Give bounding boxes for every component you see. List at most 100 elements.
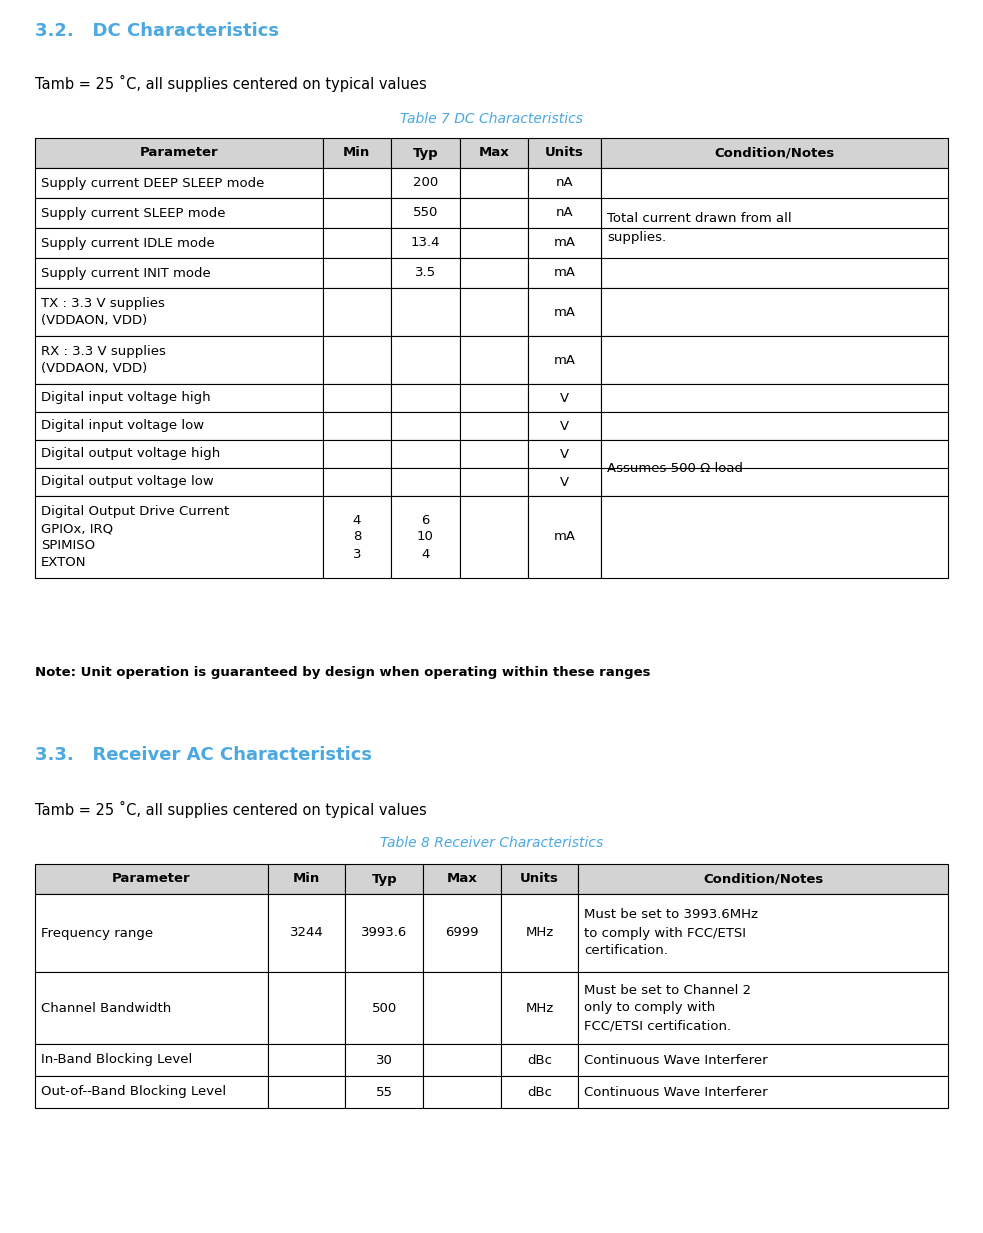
Bar [528, 469, 601, 496]
Bar [528, 337, 601, 383]
Bar [267, 1044, 345, 1076]
Bar [391, 383, 459, 412]
Text: mA: mA [553, 266, 575, 280]
Bar [35, 412, 322, 440]
Text: 6999: 6999 [445, 926, 479, 940]
Bar [601, 289, 948, 337]
Text: 30: 30 [376, 1053, 392, 1067]
Text: 3244: 3244 [290, 926, 323, 940]
Bar [391, 469, 459, 496]
Text: V: V [560, 419, 569, 433]
Text: Continuous Wave Interferer: Continuous Wave Interferer [584, 1053, 768, 1067]
Text: Out-of--Band Blocking Level: Out-of--Band Blocking Level [41, 1085, 226, 1099]
Text: 550: 550 [413, 206, 438, 219]
Bar [322, 383, 391, 412]
Text: Total current drawn from all
supplies.: Total current drawn from all supplies. [607, 212, 791, 243]
Text: Supply current IDLE mode: Supply current IDLE mode [41, 237, 214, 249]
Bar [528, 289, 601, 337]
Text: Typ: Typ [413, 147, 438, 159]
Bar [601, 496, 948, 578]
Bar [35, 972, 267, 1044]
Bar [391, 337, 459, 383]
Text: Parameter: Parameter [140, 147, 218, 159]
Bar [391, 289, 459, 337]
Text: Supply current SLEEP mode: Supply current SLEEP mode [41, 206, 225, 219]
Bar [322, 496, 391, 578]
Text: Assumes 500 Ω load: Assumes 500 Ω load [607, 461, 743, 475]
Text: Max: Max [446, 873, 477, 885]
Bar [391, 412, 459, 440]
Text: MHz: MHz [525, 1001, 553, 1015]
Bar [459, 412, 528, 440]
Bar [459, 199, 528, 228]
Bar [578, 1076, 948, 1108]
Bar [35, 440, 322, 469]
Bar [528, 258, 601, 289]
Bar [423, 1044, 500, 1076]
Bar [528, 199, 601, 228]
Bar [601, 440, 948, 496]
Text: Channel Bandwidth: Channel Bandwidth [41, 1001, 171, 1015]
Text: Digital Output Drive Current
GPIOx, IRQ
SPIMISO
EXTON: Digital Output Drive Current GPIOx, IRQ … [41, 506, 229, 568]
Bar [267, 1076, 345, 1108]
Text: Supply current DEEP SLEEP mode: Supply current DEEP SLEEP mode [41, 176, 264, 190]
Text: Digital output voltage low: Digital output voltage low [41, 476, 213, 488]
Text: Must be set to Channel 2
only to comply with
FCC/ETSI certification.: Must be set to Channel 2 only to comply … [584, 984, 751, 1032]
Bar [423, 894, 500, 972]
Bar [500, 1076, 578, 1108]
Text: dBc: dBc [527, 1085, 551, 1099]
Bar [578, 972, 948, 1044]
Bar [35, 168, 322, 199]
Text: 4
8
3: 4 8 3 [353, 513, 361, 561]
Text: mA: mA [553, 354, 575, 366]
Bar [35, 258, 322, 289]
Bar [35, 228, 322, 258]
Text: V: V [560, 476, 569, 488]
Bar [345, 864, 423, 894]
Bar [345, 972, 423, 1044]
Bar [322, 337, 391, 383]
Bar [601, 138, 948, 168]
Text: Digital input voltage high: Digital input voltage high [41, 392, 210, 404]
Text: Tamb = 25 ˚C, all supplies centered on typical values: Tamb = 25 ˚C, all supplies centered on t… [35, 801, 427, 817]
Bar [459, 469, 528, 496]
Text: Min: Min [343, 147, 371, 159]
Bar [35, 1076, 267, 1108]
Bar [35, 894, 267, 972]
Bar [267, 894, 345, 972]
Bar [459, 168, 528, 199]
Bar [322, 440, 391, 469]
Bar [601, 337, 948, 383]
Bar [423, 972, 500, 1044]
Bar [345, 894, 423, 972]
Bar [459, 228, 528, 258]
Bar [528, 383, 601, 412]
Bar [391, 138, 459, 168]
Bar [423, 1076, 500, 1108]
Text: mA: mA [553, 306, 575, 318]
Bar [322, 412, 391, 440]
Text: Must be set to 3993.6MHz
to comply with FCC/ETSI
certification.: Must be set to 3993.6MHz to comply with … [584, 909, 758, 958]
Bar [391, 228, 459, 258]
Text: Digital input voltage low: Digital input voltage low [41, 419, 204, 433]
Text: Typ: Typ [372, 873, 397, 885]
Bar [601, 383, 948, 412]
Text: 3993.6: 3993.6 [361, 926, 407, 940]
Bar [528, 228, 601, 258]
Text: dBc: dBc [527, 1053, 551, 1067]
Text: Units: Units [546, 147, 584, 159]
Bar [322, 258, 391, 289]
Bar [391, 168, 459, 199]
Text: Units: Units [520, 873, 559, 885]
Text: Table 7 DC Characteristics: Table 7 DC Characteristics [400, 112, 583, 126]
Text: 6
10
4: 6 10 4 [417, 513, 434, 561]
Bar [459, 496, 528, 578]
Text: 3.2.   DC Characteristics: 3.2. DC Characteristics [35, 22, 279, 39]
Bar [391, 199, 459, 228]
Text: Supply current INIT mode: Supply current INIT mode [41, 266, 210, 280]
Bar [578, 864, 948, 894]
Bar [500, 894, 578, 972]
Text: 3.5: 3.5 [415, 266, 435, 280]
Bar [35, 337, 322, 383]
Text: mA: mA [553, 237, 575, 249]
